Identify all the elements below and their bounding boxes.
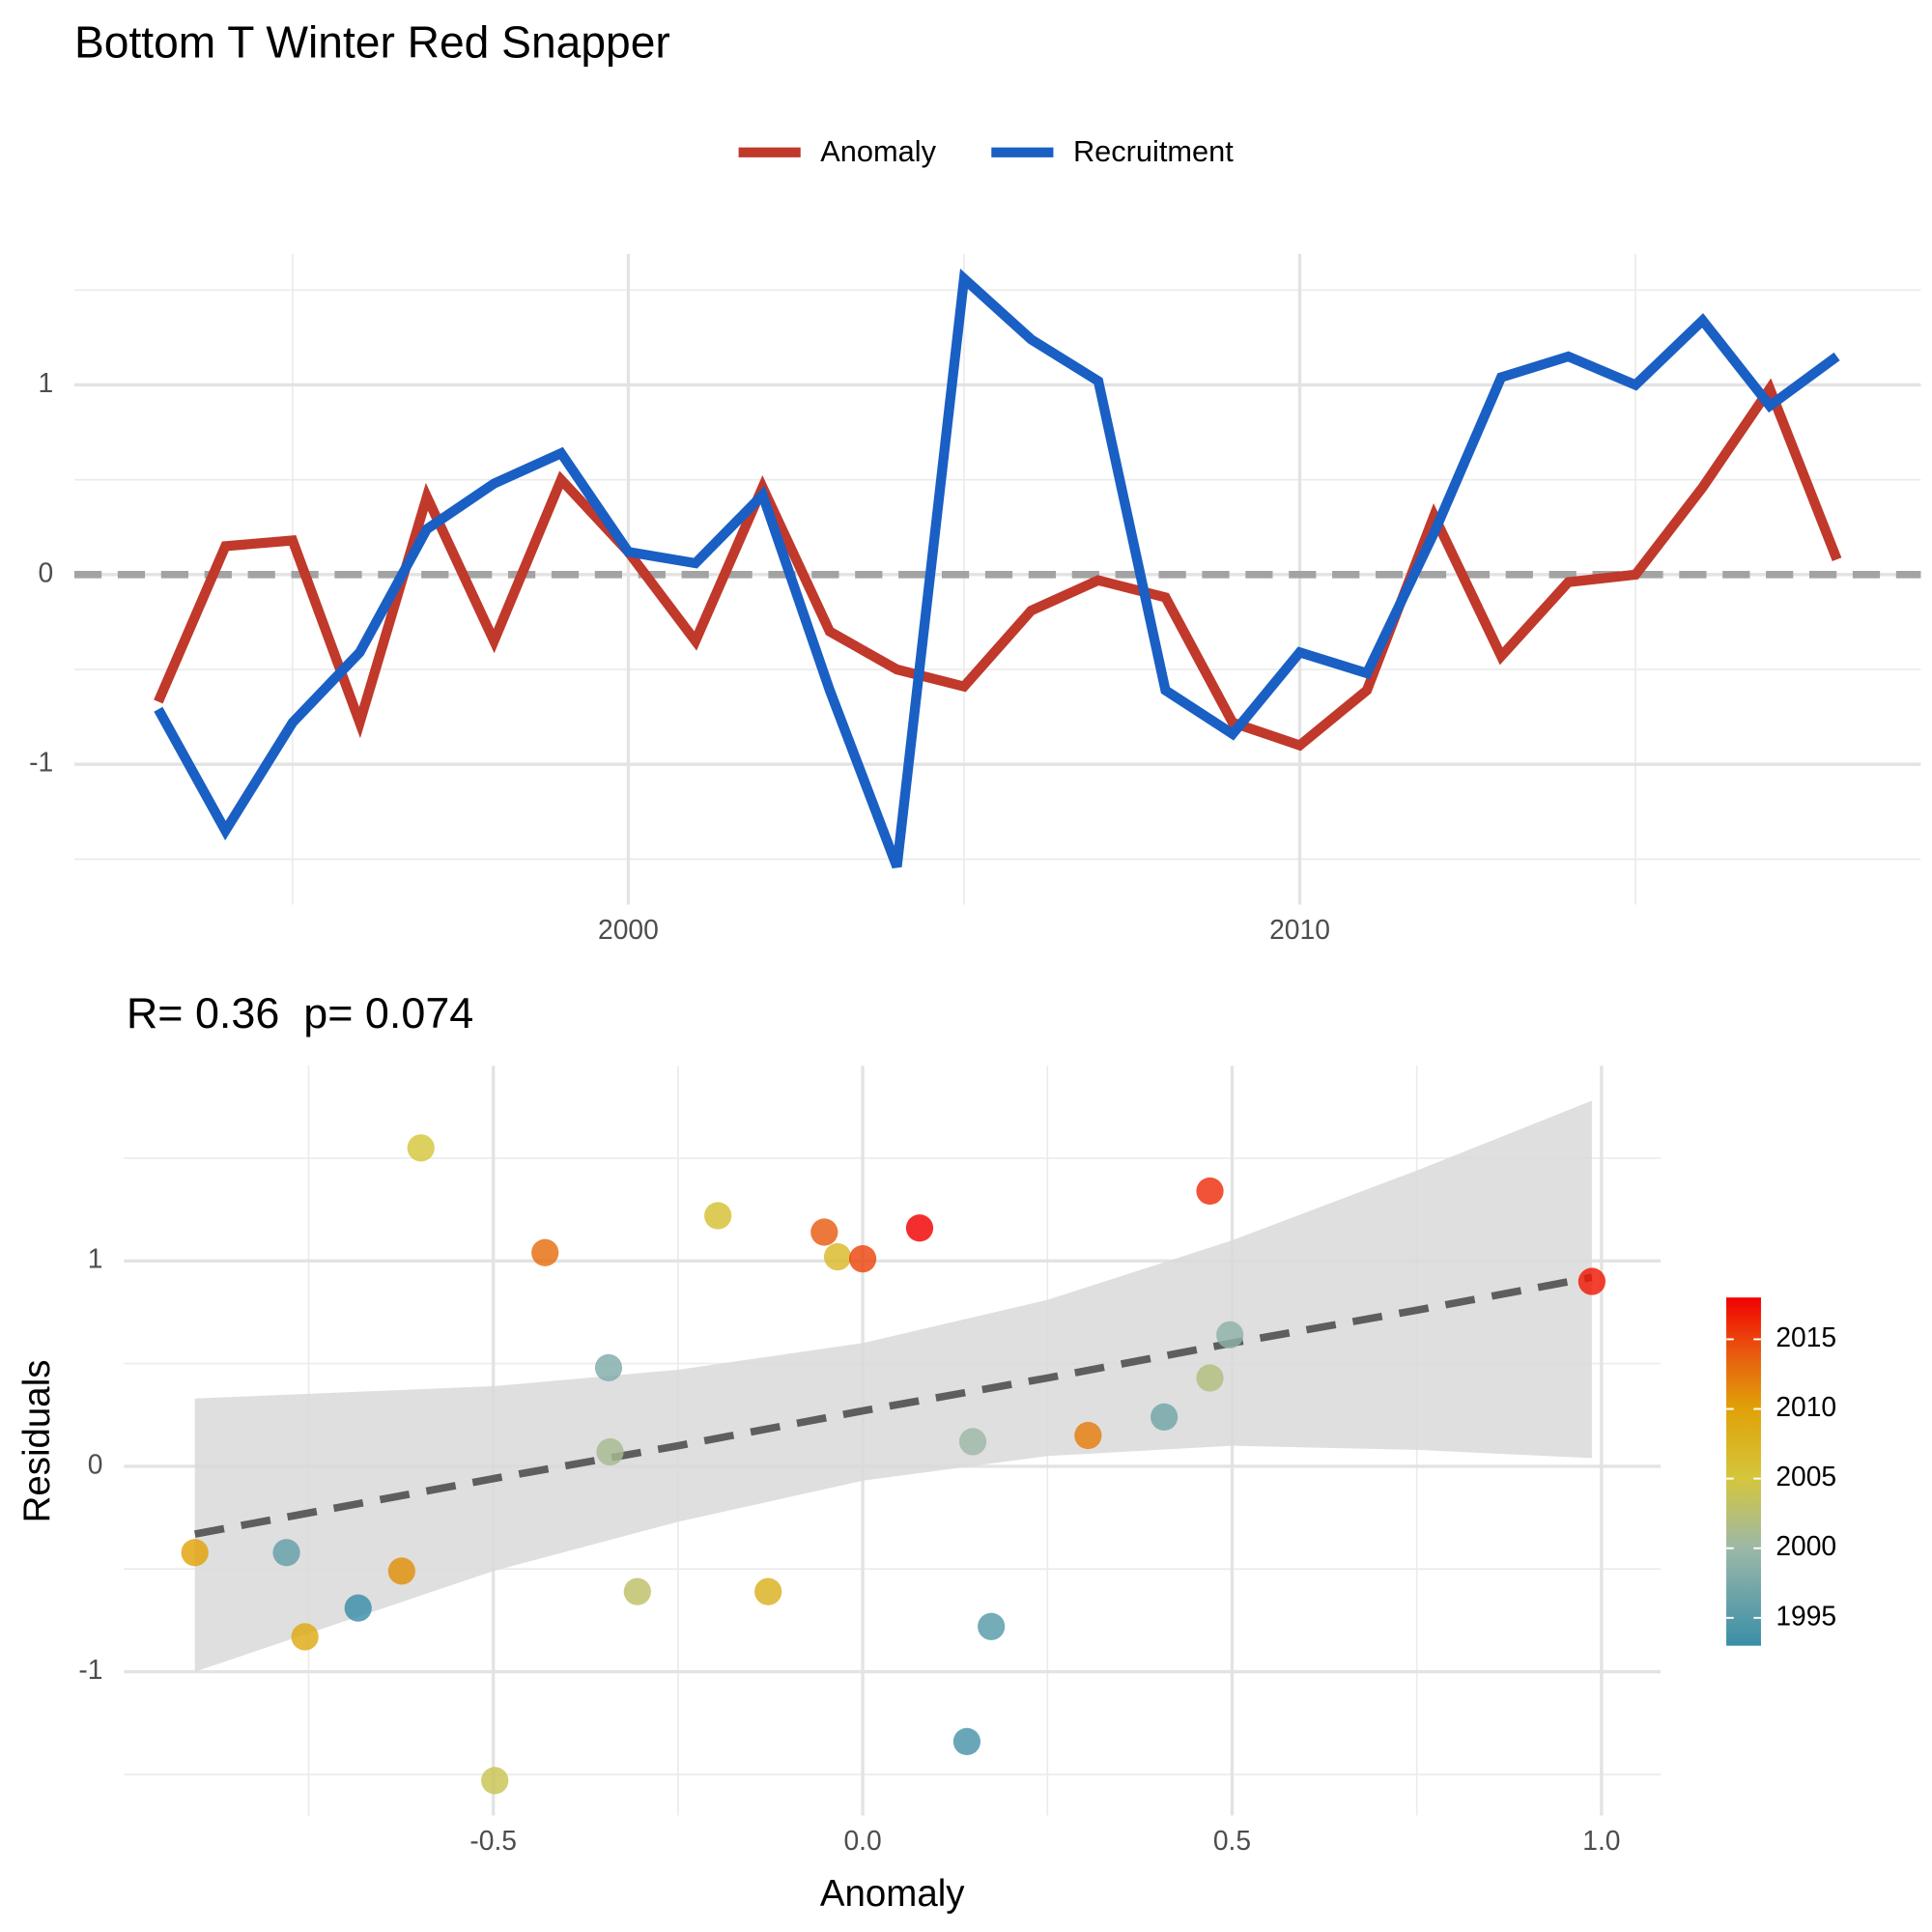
scatter-point [704, 1202, 732, 1230]
scatter-point [1074, 1421, 1102, 1450]
colorbar-label: 2000 [1776, 1530, 1836, 1561]
line-series [154, 269, 1840, 869]
scatter-point [181, 1539, 209, 1567]
scatter-point [978, 1612, 1006, 1640]
scatter-point [810, 1218, 838, 1246]
scatter-point [594, 1353, 623, 1381]
scatter-point [905, 1214, 934, 1242]
scatter-point [848, 1245, 877, 1273]
colorbar-label: 1995 [1776, 1600, 1836, 1631]
colorbar [1726, 1297, 1761, 1646]
scatter-point [623, 1577, 651, 1605]
fit-line [194, 1273, 1593, 1538]
colorbar-label: 2015 [1776, 1321, 1836, 1352]
y-tick-label: 0 [88, 1448, 103, 1479]
x-tick-label: -0.5 [469, 1825, 517, 1856]
colorbar-label: 2005 [1776, 1461, 1836, 1492]
chart-subtitle: R= 0.36 p= 0.074 [127, 988, 473, 1037]
scatter-point [1151, 1403, 1179, 1431]
scatter-point [1216, 1321, 1244, 1349]
colorbar-label: 2010 [1776, 1391, 1836, 1422]
chart-title: Bottom T Winter Red Snapper [74, 17, 670, 68]
x-tick-label: 0.0 [843, 1825, 881, 1856]
legend-label: Anomaly [820, 134, 936, 168]
legend-label: Recruitment [1073, 134, 1234, 168]
confidence-band [194, 1100, 1592, 1672]
scatter-point [291, 1623, 319, 1651]
scatter-point [1196, 1177, 1224, 1206]
x-axis-title: Anomaly [820, 1873, 965, 1915]
scatter-point [407, 1134, 435, 1162]
y-tick-label: -1 [29, 747, 53, 778]
scatter-point [531, 1238, 559, 1266]
scatter-point [952, 1727, 981, 1755]
scatter-point [823, 1242, 852, 1271]
scatter-point [481, 1767, 509, 1795]
x-tick-label: 2010 [1269, 914, 1330, 945]
scatter-point [1196, 1364, 1224, 1392]
scatter-point [596, 1437, 624, 1466]
x-tick-label: 0.5 [1213, 1825, 1251, 1856]
y-tick-label: -1 [78, 1654, 102, 1685]
scatter-point [1577, 1267, 1606, 1295]
scatter-point [958, 1428, 987, 1456]
scatter-point [387, 1557, 415, 1585]
y-tick-label: 1 [88, 1243, 103, 1274]
y-tick-label: 1 [38, 367, 53, 398]
scatter-point [754, 1577, 782, 1605]
scatter-point [272, 1539, 300, 1567]
scatter-point [344, 1594, 372, 1622]
x-tick-label: 1.0 [1582, 1825, 1620, 1856]
y-axis-title: Residuals [16, 1360, 58, 1523]
y-tick-label: 0 [38, 556, 53, 587]
x-tick-label: 2000 [598, 914, 659, 945]
